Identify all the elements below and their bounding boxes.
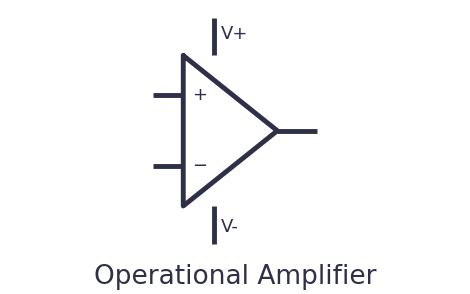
Text: Operational Amplifier: Operational Amplifier (94, 263, 376, 290)
Text: V-: V- (221, 218, 239, 236)
Text: V+: V+ (221, 25, 248, 43)
Text: −: − (192, 157, 207, 175)
Text: +: + (192, 86, 207, 104)
